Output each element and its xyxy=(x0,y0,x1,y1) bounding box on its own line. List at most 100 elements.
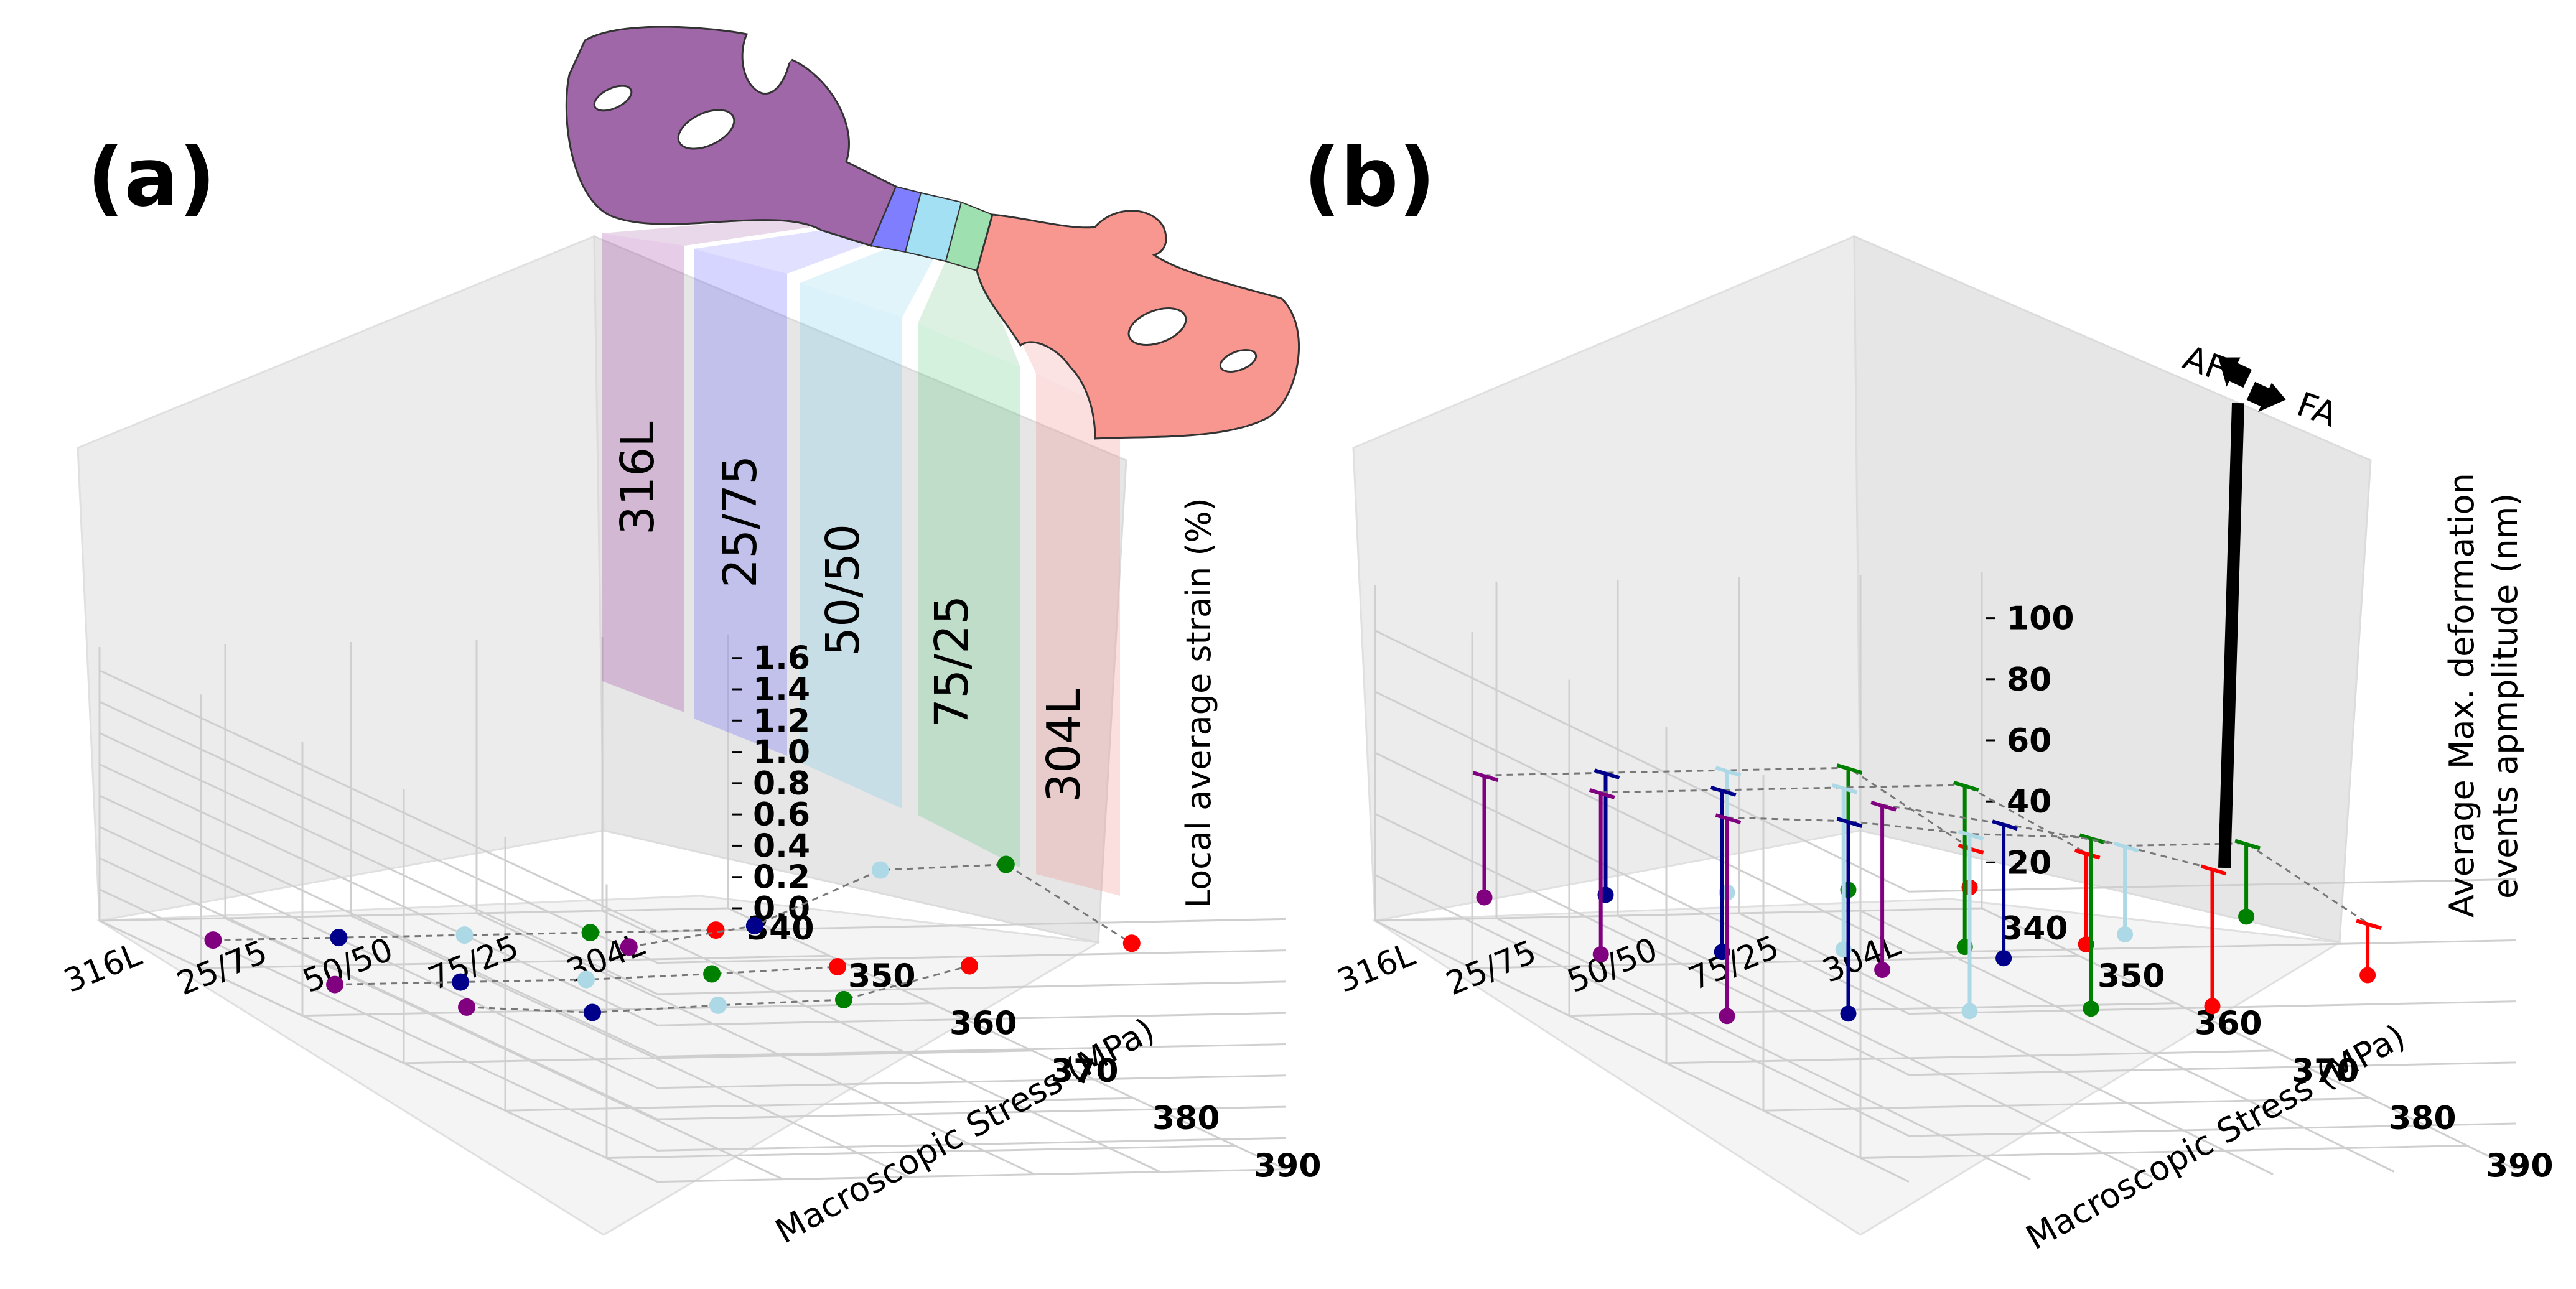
point-50-50-370 xyxy=(709,996,727,1014)
stem-cap-316l-370 xyxy=(1715,813,1742,825)
stem-cap-75-25-370 xyxy=(2079,833,2106,845)
panel-b-panes xyxy=(1352,235,2372,1236)
z-tick-label: 1.6 xyxy=(753,640,810,677)
series-line-386 xyxy=(628,863,1132,948)
panel-b-z-axis-label-line2: events apmplitude (nm) xyxy=(2486,493,2525,899)
grid-line xyxy=(1374,919,1910,1183)
grid-line xyxy=(99,763,1286,1026)
stress-tick-350: 350 xyxy=(2098,957,2165,995)
point-304l-386 xyxy=(2359,967,2376,984)
grid-line xyxy=(1763,1097,2371,1112)
z-tick-label: 20 xyxy=(2007,844,2051,882)
z-tick-label: 0.6 xyxy=(753,796,810,834)
grid-line xyxy=(200,954,830,969)
grid-line xyxy=(99,732,1286,995)
strip-label-25-75: 25/75 xyxy=(714,455,767,588)
stem-cap-25-75-370 xyxy=(1836,817,1863,828)
point-304l-370 xyxy=(961,957,978,975)
stem-cap-75-25-386 xyxy=(2234,839,2261,850)
stem-cap-304l-357 xyxy=(2074,848,2101,860)
strip-75-25 xyxy=(918,323,1020,868)
point-50-50-386 xyxy=(871,861,889,879)
stem-cap-50-50-370 xyxy=(1958,829,1984,841)
grid-line xyxy=(99,794,1286,1058)
series-line-357 xyxy=(1600,784,2087,854)
grid-line xyxy=(606,1145,1236,1159)
point-304l-370 xyxy=(2204,998,2221,1015)
grid-line xyxy=(1374,874,2516,1137)
z-tick-label: 1.0 xyxy=(753,734,810,771)
point-75-25-386 xyxy=(997,855,1015,873)
stem-cap-25-75-357 xyxy=(1710,786,1737,797)
point-50-50-370 xyxy=(1961,1003,1978,1020)
grid-line xyxy=(602,910,1161,1173)
strip-fan-4 xyxy=(918,240,1020,367)
grid-line xyxy=(1374,630,2516,893)
strip-label-50-50: 50/50 xyxy=(816,524,870,656)
z-tick-label: 0.2 xyxy=(753,859,810,896)
grid-line xyxy=(505,1097,1134,1112)
z-tick-label: 0.4 xyxy=(753,827,810,865)
specimen-hole-2 xyxy=(677,109,735,150)
point-75-25-357 xyxy=(703,965,721,983)
z-tick-label: 1.2 xyxy=(753,702,810,740)
stem-cap-304l-370 xyxy=(2200,864,2227,876)
grid-line xyxy=(99,857,1286,1120)
point-25-75-386 xyxy=(745,917,763,935)
point-304l-357 xyxy=(829,957,847,975)
panel-b-data xyxy=(1472,763,2382,1025)
grid-line xyxy=(1374,752,2516,1015)
grid-line xyxy=(1374,812,2516,1076)
panel-b-grid xyxy=(1374,572,2516,1183)
grid-line xyxy=(727,907,1287,1171)
strip-304L xyxy=(1036,373,1120,896)
panel-a-data xyxy=(204,855,1141,1021)
strip-label-316L: 316L xyxy=(611,422,665,535)
z-tick-label: 0.8 xyxy=(753,765,810,803)
grid-line xyxy=(1472,954,2079,969)
strip-25-75 xyxy=(694,249,787,756)
grid-line xyxy=(99,700,1286,964)
point-75-25-345 xyxy=(581,924,599,942)
stress-tick-360: 360 xyxy=(2195,1005,2262,1043)
panel-a: 316L 25/75 50/50 75/25 304L 0.00.20.40.6… xyxy=(58,20,1322,1251)
point-75-25-386 xyxy=(2238,908,2255,925)
stress-tick-340: 340 xyxy=(2000,910,2068,947)
point-25-75-386 xyxy=(1995,950,2012,967)
point-304l-345 xyxy=(707,921,725,939)
point-50-50-357 xyxy=(577,970,595,989)
z-tick-label: 1.4 xyxy=(753,671,810,709)
point-25-75-345 xyxy=(330,929,348,947)
panel-a-z-axis: 0.00.20.40.60.81.01.21.41.6 xyxy=(732,640,810,928)
point-75-25-370 xyxy=(835,990,852,1008)
point-304l-386 xyxy=(1122,934,1141,952)
point-25-75-370 xyxy=(584,1003,601,1021)
point-50-50-345 xyxy=(455,926,474,944)
stress-tick-370: 370 xyxy=(2292,1053,2359,1090)
z-tick-label: 40 xyxy=(2007,783,2051,821)
stress-tick-390: 390 xyxy=(1254,1148,1322,1185)
panel-a-z-axis-label: Local average strain (%) xyxy=(1179,498,1218,908)
point-316l-370 xyxy=(458,998,475,1016)
stem-cap-50-50-386 xyxy=(2113,841,2139,853)
grid-line xyxy=(1860,1145,2468,1159)
stem-cap-25-75-345 xyxy=(1594,768,1620,780)
point-316l-357 xyxy=(326,975,344,994)
arrow-left-icon xyxy=(2218,357,2252,388)
panel-b-z-axis-label-line1: Average Max. deformation xyxy=(2442,473,2481,918)
point-316l-370 xyxy=(1719,1008,1735,1025)
grid-line xyxy=(225,917,784,1181)
grid-line xyxy=(99,919,1286,1183)
grid-line xyxy=(302,1002,931,1017)
stem-cap-75-25-357 xyxy=(1953,781,1979,792)
z-tick-label: 60 xyxy=(2007,722,2051,760)
stem-cap-25-75-386 xyxy=(1992,819,2018,831)
series-line-345 xyxy=(1484,766,1971,849)
grid-line xyxy=(99,826,1286,1089)
stress-tick-390: 390 xyxy=(2486,1148,2554,1185)
grid-line xyxy=(350,914,910,1178)
strip-label-304L: 304L xyxy=(1037,689,1091,803)
af-fa-divider xyxy=(2218,403,2244,868)
